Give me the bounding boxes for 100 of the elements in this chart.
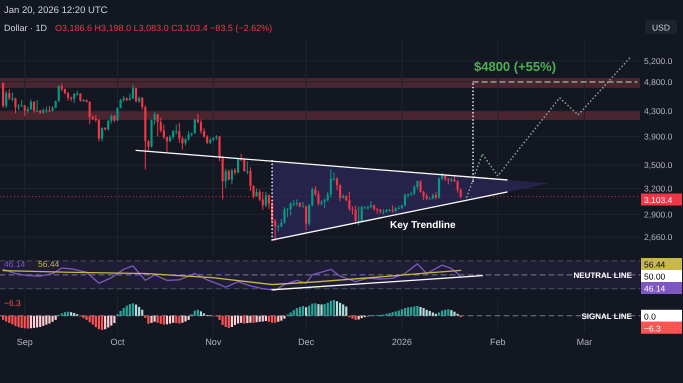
bar [308, 306, 310, 316]
bar [60, 313, 63, 316]
candlestick [156, 113, 159, 138]
bar [332, 300, 335, 316]
bar [100, 316, 104, 330]
y-tick-label: 4,800.0 [644, 76, 673, 87]
chart-subtitle: O3,186.6 H3,198.0 L3,083.0 C3,103.4 −83.5 (−2.62%) [55, 23, 272, 33]
bar [98, 316, 100, 330]
candlestick [283, 206, 286, 224]
bar [178, 316, 180, 324]
candlestick [2, 82, 4, 108]
bar [324, 304, 326, 316]
bar [17, 316, 20, 328]
bar [24, 316, 26, 328]
bar [428, 310, 431, 316]
line-series [466, 56, 632, 198]
candlestick [100, 126, 104, 142]
bar [104, 316, 106, 330]
bar [274, 316, 276, 323]
candlestick [24, 104, 26, 117]
candlestick [132, 84, 134, 100]
bar [258, 316, 261, 322]
text: 50.00 [644, 272, 666, 282]
candlestick [88, 100, 91, 125]
y-tick-label: 2,660.0 [644, 232, 673, 242]
ref-line-label: SIGNAL LINE [581, 312, 633, 321]
y-tick-label: 3,900.0 [644, 132, 673, 142]
bar [400, 309, 404, 316]
candlestick [354, 204, 357, 224]
bar [339, 302, 342, 316]
bar [426, 310, 428, 316]
candlestick [236, 157, 240, 174]
bar [326, 302, 329, 316]
bar [222, 316, 224, 325]
y-tick-label: 3,200.0 [644, 184, 673, 194]
candlestick [404, 192, 406, 207]
bar [360, 316, 363, 318]
bar [138, 306, 140, 316]
bar [39, 316, 42, 327]
bar [296, 308, 298, 316]
bar [256, 316, 258, 322]
bar [404, 308, 406, 316]
bar [156, 316, 159, 323]
bar [410, 306, 412, 316]
bar [305, 307, 308, 316]
y-tick-label: 4,300.0 [644, 106, 673, 116]
bar [147, 316, 150, 324]
candlestick [360, 204, 363, 222]
candlestick [264, 191, 267, 208]
bar [110, 316, 112, 326]
candlestick [438, 176, 440, 200]
text: USD [652, 22, 670, 32]
bar [453, 312, 456, 316]
bar [422, 308, 425, 316]
bar [20, 316, 23, 328]
bar [320, 304, 323, 316]
bar [234, 316, 236, 325]
bar [160, 316, 162, 324]
chart-title: Dollar · 1D [4, 23, 48, 33]
bar [120, 310, 122, 316]
y-tick-label: 2,900.0 [644, 209, 673, 220]
candlestick [32, 100, 36, 114]
ref-line-label: NEUTRAL LINE [573, 270, 633, 280]
candlestick [262, 191, 264, 210]
candlestick [134, 86, 138, 103]
candlestick [194, 118, 196, 134]
bar [200, 311, 202, 316]
text: 0.0 [644, 311, 656, 322]
bar [277, 316, 280, 322]
bar [36, 316, 38, 328]
bar [432, 312, 434, 316]
text: 3,103.4 [644, 195, 672, 206]
bar [398, 310, 400, 316]
bar [252, 316, 255, 323]
bar [407, 307, 410, 316]
bar [150, 316, 153, 323]
annotation: Key Trendline [390, 220, 456, 231]
bar [336, 301, 338, 316]
candlestick [5, 90, 8, 108]
y-tick-label: 3,500.0 [644, 160, 673, 170]
bar [141, 310, 144, 316]
bar [317, 304, 320, 316]
x-tick-label: Nov [205, 337, 222, 347]
candlestick [175, 124, 178, 135]
bar [48, 316, 51, 324]
bar [292, 310, 295, 316]
candlestick [228, 169, 230, 181]
bar [128, 304, 131, 316]
annotation: 56.44 [38, 259, 60, 269]
text: 46.14 [644, 284, 666, 294]
bar [32, 316, 36, 328]
x-tick-label: Feb [490, 337, 506, 347]
bar [268, 316, 270, 322]
bar [447, 309, 450, 316]
x-tick-label: Mar [576, 337, 592, 347]
x-tick-label: Sep [16, 337, 33, 347]
bar [94, 316, 97, 328]
bar [224, 316, 227, 327]
candlestick [98, 118, 100, 142]
bar [66, 312, 70, 316]
